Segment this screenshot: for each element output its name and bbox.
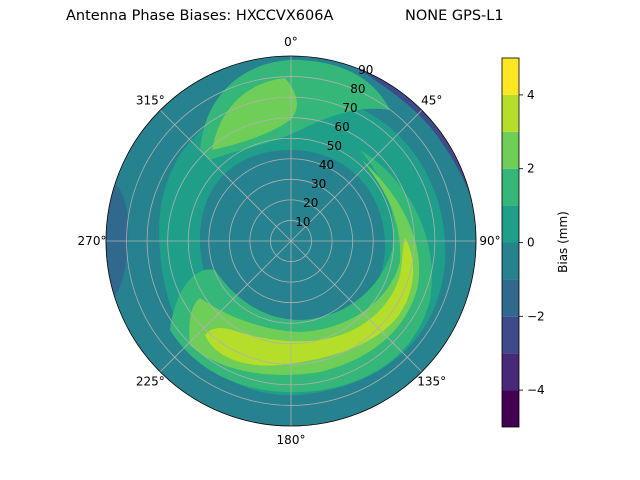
colorbar-band-0 bbox=[502, 390, 519, 427]
colorbar-ticks: 4 2 0 −2 −4 bbox=[519, 88, 545, 397]
grid-spoke-225 bbox=[159, 240, 292, 373]
colorbar-tick-label: 4 bbox=[527, 88, 535, 102]
colorbar-band-2 bbox=[502, 316, 519, 354]
radial-label-70: 70 bbox=[342, 101, 357, 115]
grid-spoke-315 bbox=[159, 109, 292, 242]
colorbar-tick-label: 2 bbox=[527, 162, 535, 176]
colorbar-tick-label: −2 bbox=[527, 309, 545, 323]
chart-title-signal: NONE GPS-L1 bbox=[405, 8, 504, 24]
grid-spoke-135 bbox=[290, 240, 423, 373]
colorbar-band-9 bbox=[502, 58, 519, 95]
azimuth-label-315: 315° bbox=[136, 93, 165, 107]
chart-title: Antenna Phase Biases: HXCCVX606A NONE GP… bbox=[0, 8, 640, 28]
azimuth-label-180: 180° bbox=[277, 433, 306, 447]
colorbar-bands bbox=[502, 58, 519, 427]
contour-level-3-4-crescent bbox=[205, 238, 414, 366]
colorbar-label: Bias (mm) bbox=[556, 211, 570, 273]
grid-spoke-45 bbox=[290, 109, 423, 242]
radial-label-20: 20 bbox=[303, 196, 318, 210]
radial-label-80: 80 bbox=[350, 82, 365, 96]
colorbar-band-8 bbox=[502, 94, 519, 132]
radial-label-10: 10 bbox=[295, 215, 310, 229]
chart-title-antenna: Antenna Phase Biases: HXCCVX606A bbox=[66, 8, 334, 24]
colorbar: 4 2 0 −2 −4 Bias (mm) bbox=[501, 57, 570, 428]
colorbar-band-5 bbox=[502, 205, 519, 243]
radial-label-40: 40 bbox=[319, 158, 334, 172]
radial-tick-labels: 10 20 30 40 50 60 70 80 90 bbox=[295, 63, 373, 229]
colorbar-tick-label: −4 bbox=[527, 383, 545, 397]
radial-label-50: 50 bbox=[327, 139, 342, 153]
colorbar-band-4 bbox=[502, 242, 519, 280]
radial-label-60: 60 bbox=[335, 120, 350, 134]
azimuth-label-45: 45° bbox=[421, 93, 442, 107]
azimuth-label-135: 135° bbox=[417, 375, 446, 389]
colorbar-band-3 bbox=[502, 279, 519, 317]
colorbar-band-7 bbox=[502, 131, 519, 169]
radial-label-90: 90 bbox=[358, 63, 373, 77]
azimuth-tick-labels: 0° 45° 90° 135° 180° 225° 270° 315° bbox=[78, 35, 501, 447]
colorbar-band-6 bbox=[502, 168, 519, 206]
polar-grid bbox=[105, 55, 477, 427]
radial-label-30: 30 bbox=[311, 177, 326, 191]
contour-level-2-3-crescent bbox=[189, 160, 420, 375]
azimuth-label-90: 90° bbox=[479, 234, 500, 248]
azimuth-label-225: 225° bbox=[136, 375, 165, 389]
polar-frame bbox=[105, 55, 477, 427]
colorbar-band-1 bbox=[502, 353, 519, 391]
colorbar-tick-label: 0 bbox=[527, 236, 535, 250]
azimuth-label-270: 270° bbox=[78, 234, 107, 248]
azimuth-label-0: 0° bbox=[284, 35, 298, 49]
